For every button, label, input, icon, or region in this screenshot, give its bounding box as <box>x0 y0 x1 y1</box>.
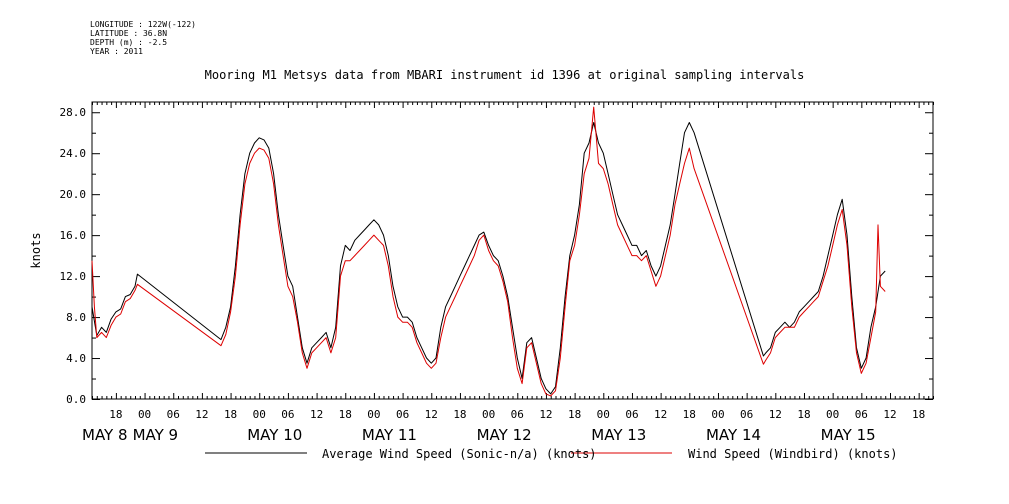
hour-tick-label: 18 <box>224 408 237 421</box>
y-tick-label: 20.0 <box>60 188 87 201</box>
hour-tick-label: 18 <box>912 408 925 421</box>
y-tick-label: 28.0 <box>60 106 87 119</box>
y-tick-label: 8.0 <box>66 311 86 324</box>
y-tick-label: 4.0 <box>66 352 86 365</box>
legend-entry-windbird: Wind Speed (Windbird) (knots) <box>688 447 898 461</box>
y-tick-label: 0.0 <box>66 393 86 406</box>
hour-tick-label: 00 <box>138 408 151 421</box>
day-label: MAY 13 <box>591 426 646 444</box>
plot-frame <box>91 101 934 400</box>
series-line-windbird <box>91 106 886 397</box>
day-label: MAY 15 <box>821 426 876 444</box>
hour-tick-label: 18 <box>453 408 466 421</box>
hour-tick-label: 06 <box>511 408 524 421</box>
hour-tick-label: 18 <box>109 408 122 421</box>
day-label: MAY 11 <box>362 426 417 444</box>
axis-labels: 0.0 4.0 8.0 12.0 16.0 20.0 24.0 28.0 knots 18 00 06… <box>29 106 925 444</box>
y-tick-label: 24.0 <box>60 147 87 160</box>
hour-tick-label: 12 <box>654 408 667 421</box>
hour-tick-label: 00 <box>826 408 839 421</box>
hour-tick-label: 18 <box>568 408 581 421</box>
hour-tick-label: 00 <box>482 408 495 421</box>
hour-tick-label: 12 <box>883 408 896 421</box>
day-label: MAY 14 <box>706 426 761 444</box>
latitude-text: LATITUDE : 36.8N <box>90 29 168 38</box>
metadata-block: LONGITUDE : 122W(-122) LATITUDE : 36.8N … <box>90 20 196 56</box>
hour-tick-label: 06 <box>855 408 868 421</box>
day-label: MAY 10 <box>247 426 302 444</box>
day-label: MAY 12 <box>477 426 532 444</box>
year-text: YEAR : 2011 <box>90 47 143 56</box>
y-axis-label: knots <box>29 232 43 268</box>
hour-tick-label: 06 <box>167 408 180 421</box>
y-tick-label: 16.0 <box>60 229 87 242</box>
hour-tick-label: 06 <box>281 408 294 421</box>
hour-tick-label: 06 <box>625 408 638 421</box>
series-lines <box>91 106 886 397</box>
hour-tick-label: 06 <box>396 408 409 421</box>
hour-tick-label: 18 <box>339 408 352 421</box>
chart-title: Mooring M1 Metsys data from MBARI instru… <box>204 68 805 82</box>
hour-tick-label: 12 <box>425 408 438 421</box>
axis-ticks <box>92 102 934 400</box>
legend-entry-average: Average Wind Speed (Sonic-n/a) (knots) <box>322 447 597 461</box>
hour-tick-label: 18 <box>683 408 696 421</box>
hour-tick-label: 00 <box>711 408 724 421</box>
hour-tick-label: 06 <box>740 408 753 421</box>
depth-text: DEPTH (m) : -2.5 <box>90 38 168 47</box>
hour-tick-label: 12 <box>769 408 782 421</box>
hour-tick-label: 18 <box>797 408 810 421</box>
hour-tick-label: 12 <box>539 408 552 421</box>
hour-tick-label: 12 <box>195 408 208 421</box>
series-line-average-wind <box>91 122 886 395</box>
day-label: MAY 8 <box>82 426 128 444</box>
plot-border <box>91 101 934 400</box>
y-tick-label: 12.0 <box>60 270 87 283</box>
hour-tick-label: 00 <box>597 408 610 421</box>
longitude-text: LONGITUDE : 122W(-122) <box>90 20 196 29</box>
day-label: MAY 9 <box>133 426 179 444</box>
hour-tick-label: 00 <box>253 408 266 421</box>
hour-tick-label: 12 <box>310 408 323 421</box>
hour-tick-label: 00 <box>367 408 380 421</box>
